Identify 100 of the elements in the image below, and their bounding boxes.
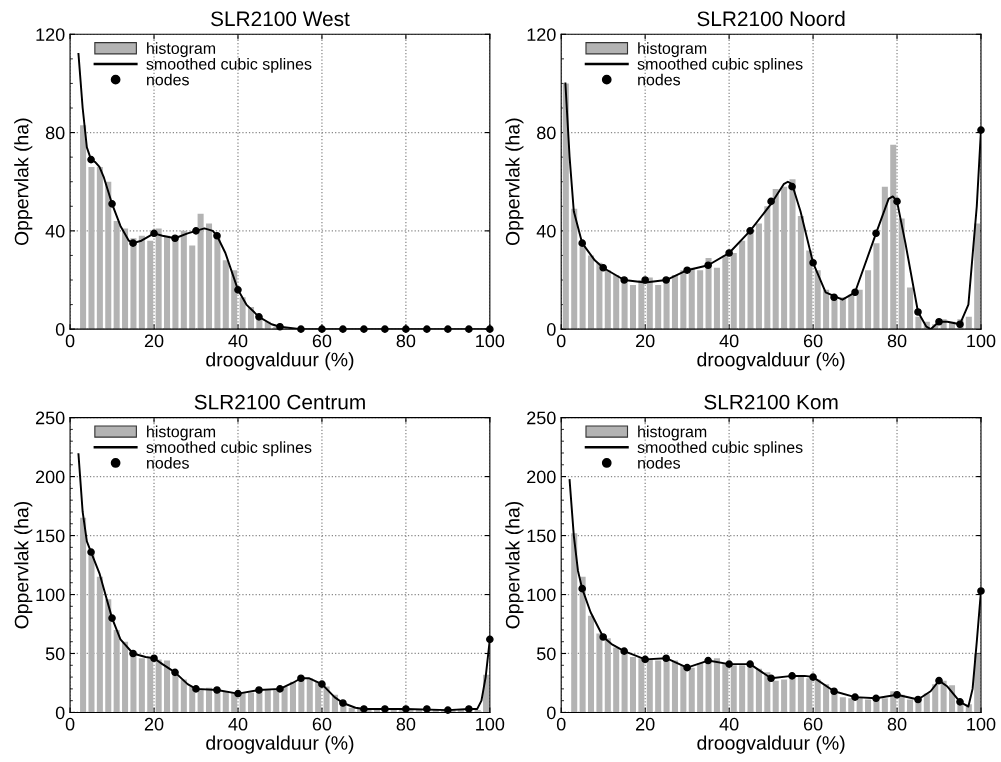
point (192, 227, 200, 235)
y-tick-label: 40 (45, 224, 65, 238)
point (914, 308, 922, 316)
x-tick-label: 20 (636, 334, 655, 348)
point (444, 325, 452, 333)
x-tick-label: 60 (312, 717, 332, 731)
point (486, 635, 494, 644)
point (830, 687, 838, 696)
point (599, 633, 607, 641)
legend-label: smoothed cubic splines (637, 441, 803, 457)
x-tick-label: 100 (476, 717, 505, 731)
x-tick-label: 40 (719, 717, 739, 731)
point (893, 197, 901, 206)
point (809, 259, 817, 267)
legend-label: nodes (147, 456, 189, 469)
legend-label: smoothed cubic splines (146, 441, 312, 457)
point (87, 155, 95, 164)
point (423, 705, 431, 713)
chart-title: SLR2100 Kom (704, 394, 838, 410)
x-tick-label: 20 (144, 717, 164, 731)
y-tick-label: 0 (547, 706, 556, 720)
legend-label: histogram (147, 42, 216, 58)
x-tick-label: 60 (803, 717, 823, 731)
x-tick-label: 0 (556, 717, 566, 731)
x-tick-label: 40 (228, 334, 248, 348)
x-axis-title: droogvalduur (%) (697, 735, 845, 754)
point (851, 693, 859, 701)
legend-label: smoothed cubic splines (637, 57, 803, 73)
point (276, 322, 284, 331)
x-tick-label: 40 (719, 334, 739, 348)
point (662, 654, 670, 663)
y-tick-label: 100 (527, 588, 556, 602)
chart-title: SLR2100 Centrum (194, 394, 365, 410)
point (213, 686, 221, 694)
point (465, 325, 473, 333)
point (683, 663, 691, 672)
x-axis-title: droogvalduur (%) (697, 352, 845, 371)
point (339, 325, 347, 333)
point (788, 182, 796, 191)
point (767, 674, 775, 683)
y-tick-label: 0 (55, 323, 65, 336)
x-tick-label: 0 (556, 334, 566, 348)
x-axis-title: droogvalduur (%) (206, 735, 354, 754)
y-tick-label: 150 (527, 529, 556, 543)
point (725, 660, 733, 668)
y-tick-label: 40 (536, 224, 556, 238)
point (830, 293, 838, 302)
legend-label: nodes (147, 73, 189, 86)
point (255, 686, 263, 694)
y-axis-title: Oppervlak (ha) (505, 501, 524, 629)
x-tick-label: 0 (65, 717, 75, 731)
y-axis-title: Oppervlak (ha) (14, 501, 33, 629)
point (620, 276, 628, 284)
x-tick-label: 80 (887, 717, 907, 731)
point (620, 647, 628, 655)
point (914, 695, 922, 704)
y-tick-label: 100 (36, 588, 65, 602)
point (788, 672, 796, 680)
point (851, 288, 859, 297)
point (318, 680, 326, 688)
legend-label: histogram (147, 425, 216, 441)
legend-label: histogram (638, 42, 707, 58)
legend-label: smoothed cubic splines (146, 57, 312, 73)
point (444, 706, 452, 714)
point (108, 614, 116, 622)
legend-label: nodes (638, 456, 681, 469)
point (255, 313, 263, 321)
y-tick-label: 200 (527, 470, 556, 484)
point (767, 197, 775, 206)
point (662, 276, 670, 284)
point (641, 276, 649, 284)
y-tick-label: 250 (527, 411, 556, 425)
y-tick-label: 150 (36, 529, 65, 543)
point (641, 655, 649, 664)
point (381, 325, 389, 333)
y-tick-label: 0 (547, 323, 556, 336)
point (276, 685, 284, 693)
point (150, 229, 158, 238)
y-tick-label: 0 (55, 706, 65, 720)
point (339, 699, 347, 707)
point (809, 673, 817, 681)
x-tick-label: 40 (228, 717, 248, 731)
point (599, 263, 607, 272)
x-tick-label: 80 (396, 717, 416, 731)
x-tick-label: 100 (967, 717, 996, 731)
point (171, 668, 179, 677)
point (129, 649, 137, 658)
point (213, 231, 221, 240)
point (704, 261, 712, 270)
x-tick-label: 100 (967, 334, 996, 348)
point (360, 705, 368, 713)
x-tick-label: 20 (636, 717, 655, 731)
point (872, 229, 880, 238)
point (87, 548, 95, 556)
y-tick-label: 80 (537, 126, 556, 140)
point (578, 584, 586, 593)
point (171, 234, 179, 243)
point (746, 660, 754, 668)
x-tick-label: 0 (65, 334, 75, 348)
point (129, 239, 137, 247)
